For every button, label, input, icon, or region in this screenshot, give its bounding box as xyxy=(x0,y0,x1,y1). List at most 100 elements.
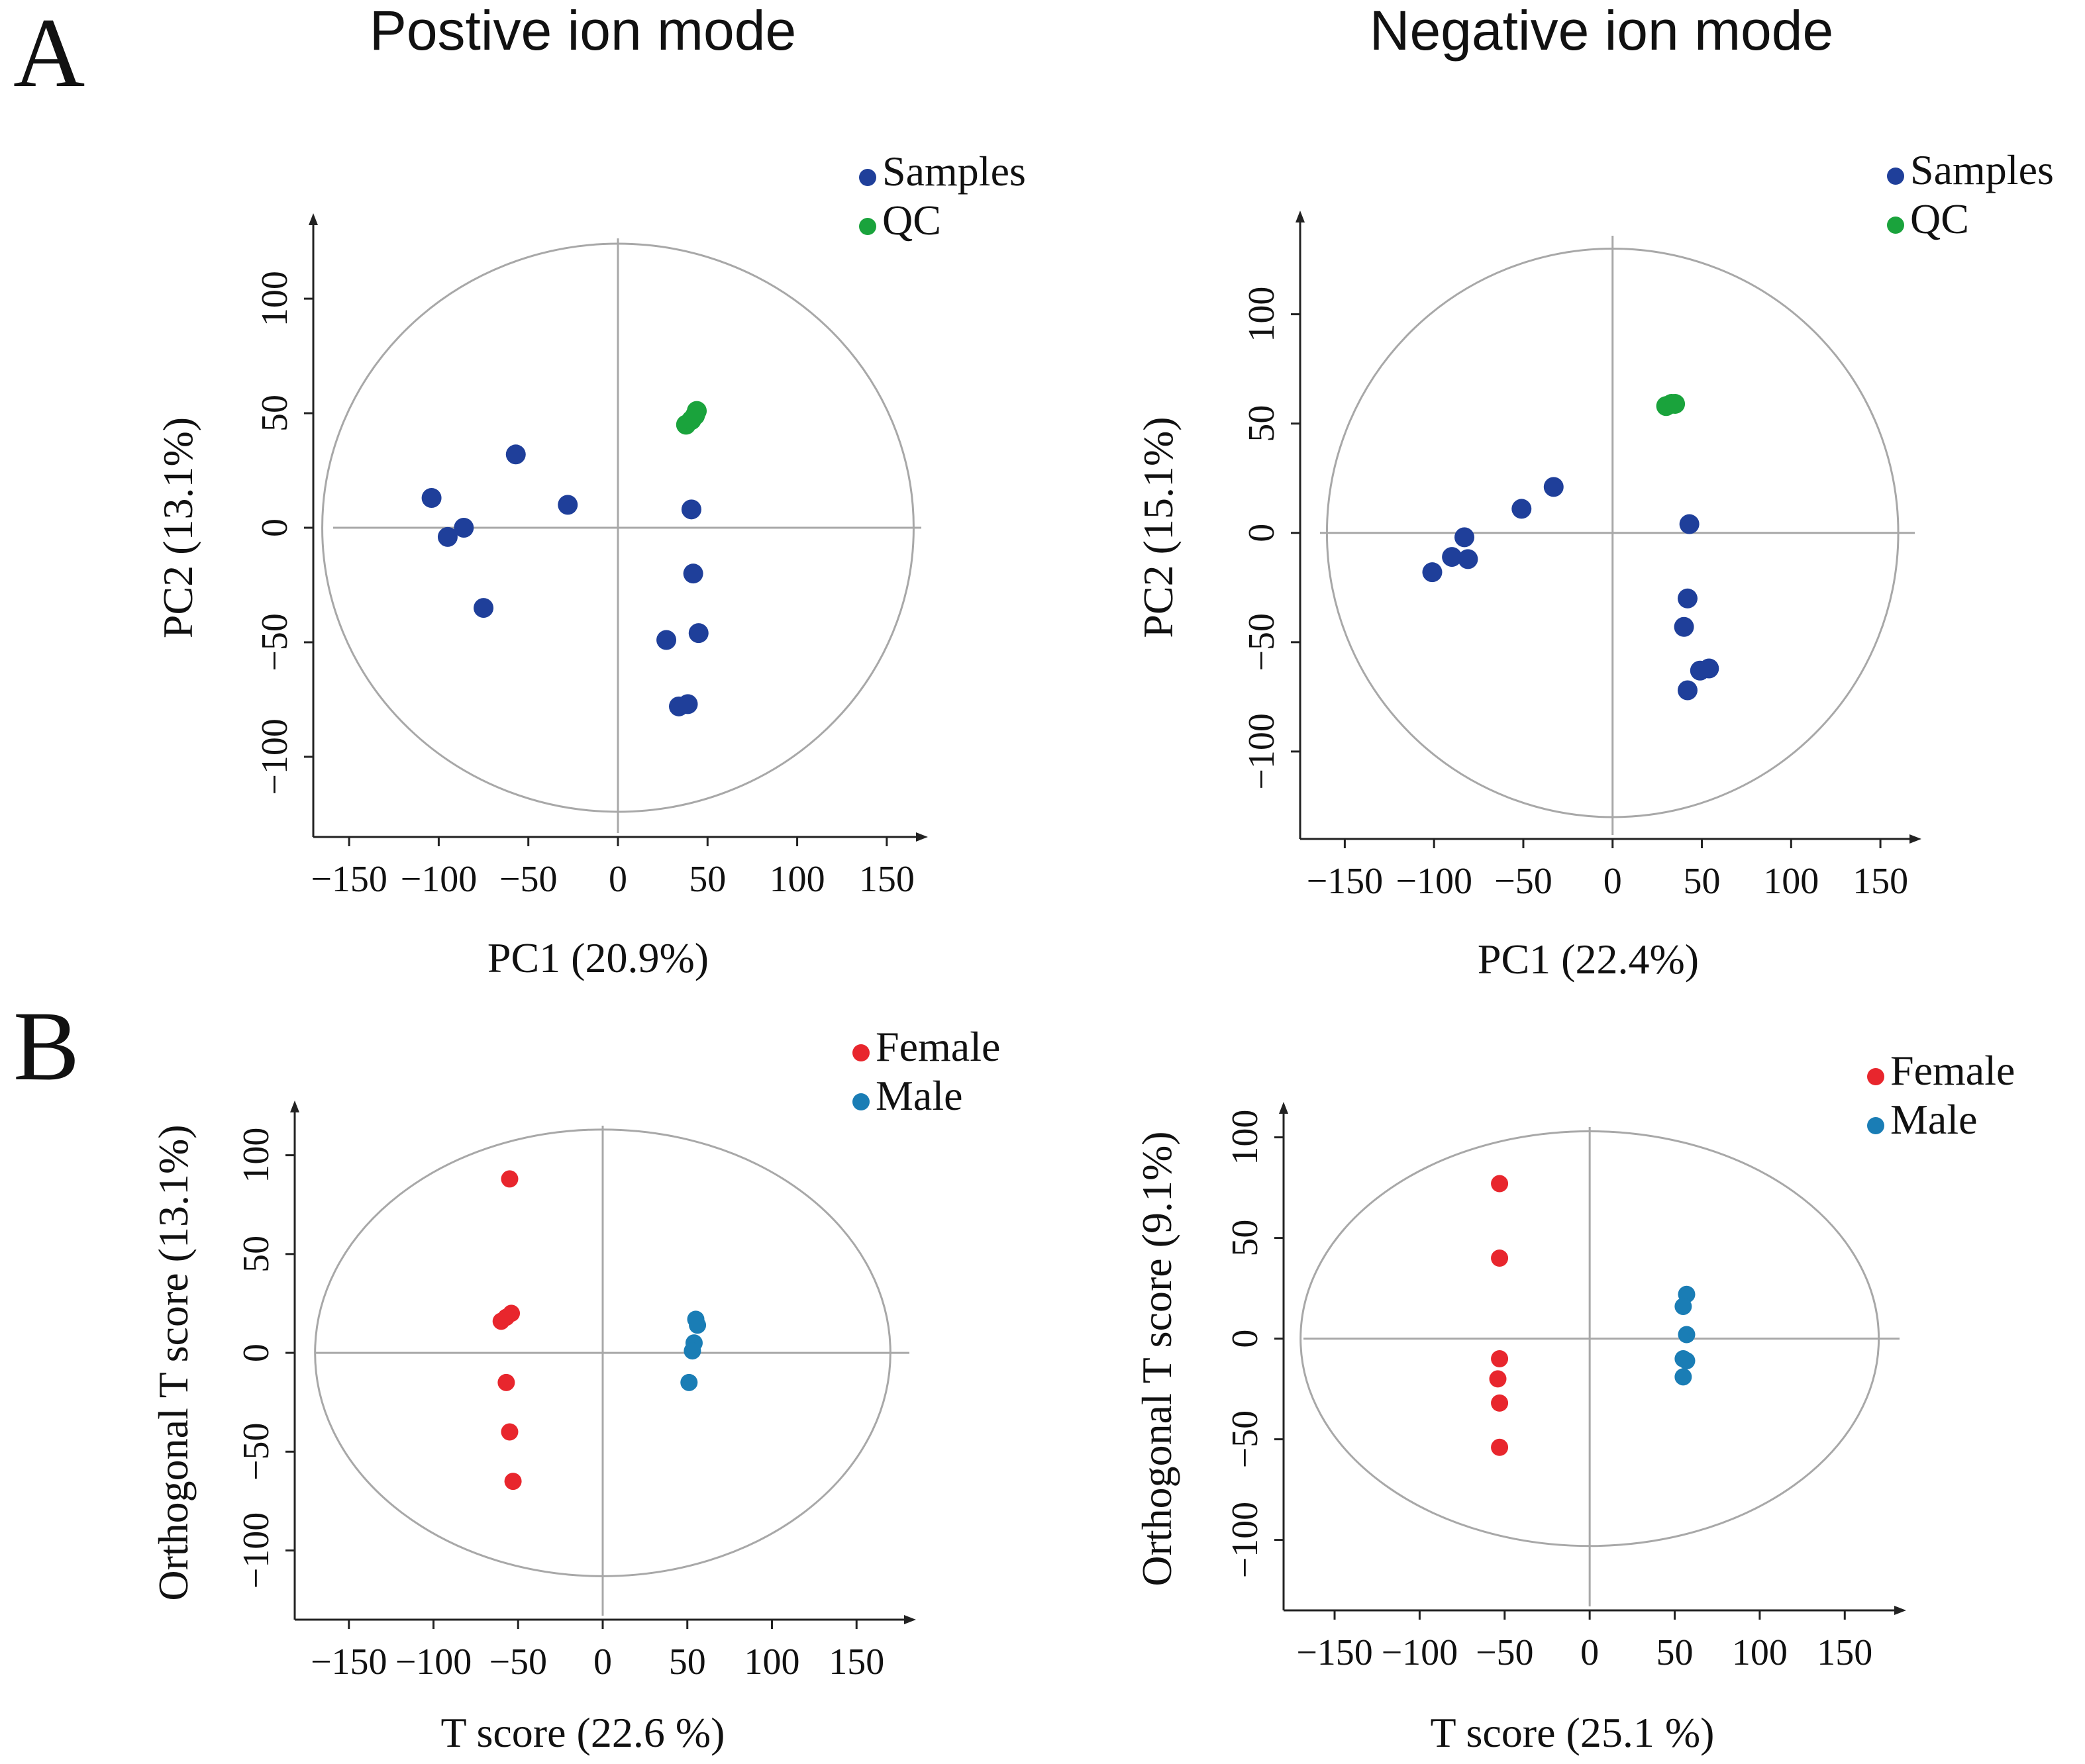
point-female xyxy=(1491,1438,1509,1456)
x-tick-label: −100 xyxy=(395,1642,472,1683)
x-tick-label: 100 xyxy=(1763,861,1819,902)
y-tick-label: −100 xyxy=(236,1512,277,1589)
point-samples xyxy=(437,526,458,547)
title-positive-ion-mode: Postive ion mode xyxy=(370,0,796,62)
point-female xyxy=(501,1423,519,1441)
legend-label-male: Male xyxy=(1890,1096,1978,1143)
x-tick-label: 150 xyxy=(1817,1632,1872,1673)
confidence-ellipse xyxy=(1325,248,1900,818)
point-samples xyxy=(1458,549,1478,569)
x-tick-label: −100 xyxy=(401,859,478,900)
x-axis-arrow xyxy=(1909,834,1921,844)
point-male xyxy=(684,1342,701,1360)
point-samples xyxy=(1442,547,1462,567)
title-negative-ion-mode: Negative ion mode xyxy=(1370,0,1833,62)
x-tick-label: −50 xyxy=(499,859,558,900)
legend-marker-male xyxy=(1867,1117,1884,1134)
legend-label-qc: QC xyxy=(882,197,941,244)
x-tick-label: −150 xyxy=(311,859,387,900)
y-tick-label: 50 xyxy=(254,395,295,432)
y-axis-arrow xyxy=(309,213,318,225)
point-samples xyxy=(656,630,677,650)
y-tick-label: −50 xyxy=(254,613,295,671)
x-axis-arrow xyxy=(916,832,928,842)
legend-label-qc: QC xyxy=(1910,195,1969,242)
x-tick-label: 100 xyxy=(1732,1632,1788,1673)
x-tick-label: −150 xyxy=(1296,1632,1373,1673)
legend-marker-samples xyxy=(1887,168,1904,185)
confidence-ellipse xyxy=(314,1128,891,1577)
legend-label-samples: Samples xyxy=(882,148,1026,195)
x-tick-label: −100 xyxy=(1396,861,1472,902)
y-tick-label: 50 xyxy=(1225,1220,1266,1257)
point-samples xyxy=(1677,680,1698,701)
point-male xyxy=(1674,1368,1692,1386)
confidence-ellipse xyxy=(321,242,915,813)
y-axis-label: Orthogonal T score (13.1%) xyxy=(150,1124,197,1600)
x-axis-label: PC1 (20.9%) xyxy=(487,934,709,981)
point-samples xyxy=(681,499,701,520)
point-female xyxy=(501,1170,519,1188)
point-samples xyxy=(1454,527,1474,548)
x-tick-label: 50 xyxy=(689,859,726,900)
x-tick-label: −150 xyxy=(1307,861,1384,902)
point-samples xyxy=(1674,616,1694,637)
point-samples xyxy=(1422,562,1443,583)
y-tick-label: −100 xyxy=(254,718,295,795)
x-tick-label: 100 xyxy=(744,1642,799,1683)
y-axis-arrow xyxy=(290,1101,299,1112)
point-samples xyxy=(1511,499,1532,519)
x-tick-label: 0 xyxy=(1603,861,1622,902)
x-tick-label: 150 xyxy=(1853,861,1908,902)
legend-marker-qc xyxy=(1887,217,1904,234)
confidence-ellipse xyxy=(1299,1130,1880,1547)
x-tick-label: 0 xyxy=(609,859,627,900)
point-qc xyxy=(687,401,707,421)
legend-label-female: Female xyxy=(1890,1047,2015,1094)
point-female xyxy=(1491,1250,1509,1267)
point-samples xyxy=(1699,658,1719,679)
x-tick-label: 50 xyxy=(1684,861,1721,902)
x-tick-label: 100 xyxy=(770,859,825,900)
point-female xyxy=(1491,1175,1509,1193)
legend-marker-male xyxy=(852,1093,870,1110)
x-tick-label: −50 xyxy=(1476,1632,1534,1673)
x-axis-label: T score (22.6 %) xyxy=(441,1709,725,1756)
x-tick-label: 150 xyxy=(859,859,915,900)
y-tick-label: 50 xyxy=(1241,405,1282,442)
legend-marker-samples xyxy=(859,169,876,186)
point-samples xyxy=(1677,588,1698,609)
x-axis-label: T score (25.1 %) xyxy=(1431,1709,1715,1756)
point-male xyxy=(680,1373,698,1391)
y-tick-label: −100 xyxy=(1241,713,1282,790)
y-axis-arrow xyxy=(1296,211,1305,222)
y-tick-label: 100 xyxy=(254,271,295,326)
plot-a-negative: −150 −100 −50 0 50 100 150 −100 −50 0 50 100 PC1 (22… xyxy=(1135,146,2054,983)
point-female xyxy=(1489,1370,1507,1388)
x-tick-label: 50 xyxy=(669,1642,706,1683)
point-samples xyxy=(421,488,442,509)
panel-b-letter: B xyxy=(13,991,79,1101)
y-tick-label: −50 xyxy=(1241,613,1282,671)
x-axis-arrow xyxy=(904,1615,916,1624)
y-axis-label: PC2 (15.1%) xyxy=(1135,416,1182,638)
y-tick-label: 0 xyxy=(1225,1330,1266,1348)
y-tick-label: −50 xyxy=(236,1423,277,1481)
legend-marker-female xyxy=(1867,1068,1884,1085)
point-samples xyxy=(1543,477,1564,497)
point-male xyxy=(1678,1326,1696,1344)
y-tick-label: 100 xyxy=(1225,1110,1266,1165)
x-tick-label: −50 xyxy=(1494,861,1552,902)
x-tick-label: 150 xyxy=(829,1642,884,1683)
y-tick-label: 100 xyxy=(236,1128,277,1183)
point-female xyxy=(497,1373,515,1391)
x-axis-arrow xyxy=(1894,1606,1906,1615)
x-tick-label: 0 xyxy=(1580,1632,1599,1673)
legend-label-female: Female xyxy=(876,1023,1000,1070)
point-male xyxy=(689,1316,707,1334)
point-male xyxy=(1674,1297,1692,1315)
legend-label-male: Male xyxy=(876,1072,963,1119)
